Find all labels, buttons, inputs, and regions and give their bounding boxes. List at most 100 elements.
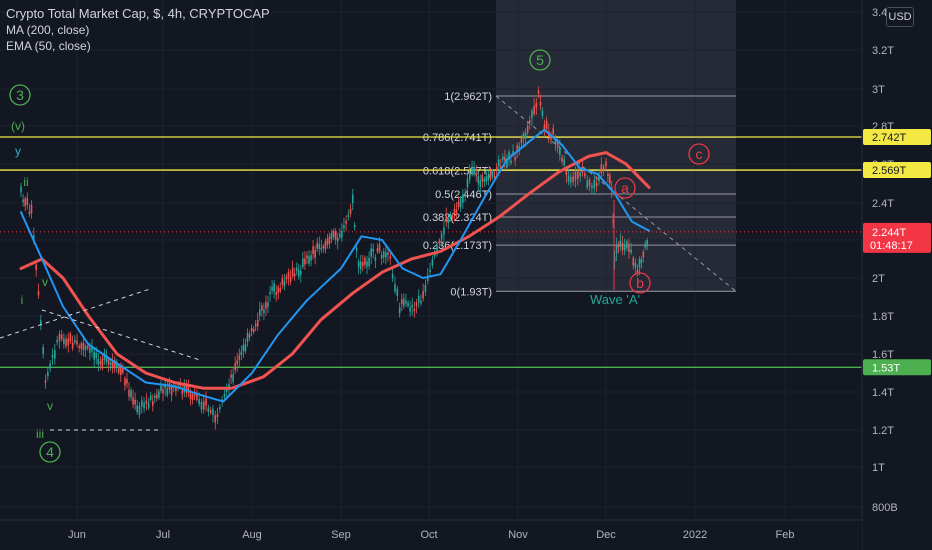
candle-body bbox=[250, 327, 253, 332]
candle-body bbox=[584, 173, 586, 177]
time-axis-panel[interactable] bbox=[0, 520, 862, 550]
candle-body bbox=[417, 295, 420, 303]
candle-body bbox=[493, 176, 496, 179]
candle-body bbox=[617, 243, 620, 248]
trendline-upper[interactable] bbox=[0, 288, 151, 339]
candle-body bbox=[26, 197, 29, 205]
candle-body bbox=[591, 185, 593, 189]
candle-body bbox=[374, 257, 377, 261]
wave-circle bbox=[629, 272, 651, 294]
candle-body bbox=[40, 320, 42, 326]
candle-body bbox=[109, 362, 112, 365]
candle-body bbox=[111, 360, 114, 368]
wave-circle bbox=[688, 143, 710, 165]
candle-body bbox=[164, 384, 166, 389]
candle-body bbox=[20, 186, 22, 193]
candle-body bbox=[543, 124, 546, 131]
candle-body bbox=[353, 224, 356, 228]
candle-body bbox=[487, 173, 490, 181]
price-axis-panel[interactable] bbox=[862, 0, 932, 550]
candle-body bbox=[593, 179, 596, 189]
candle-body bbox=[304, 258, 306, 265]
candle-body bbox=[216, 414, 219, 418]
fib-level-label: 0.786(2.741T) bbox=[423, 132, 492, 144]
horizontal-levels[interactable] bbox=[0, 136, 862, 368]
candle-body bbox=[30, 204, 33, 214]
ema50-legend[interactable]: EMA (50, close) bbox=[6, 39, 91, 53]
candle-body bbox=[244, 344, 247, 352]
candle-body bbox=[120, 367, 122, 375]
candle-body bbox=[621, 242, 624, 251]
candle-body bbox=[385, 252, 387, 258]
candle-body bbox=[455, 209, 458, 213]
candle-body bbox=[328, 236, 331, 244]
x-tick-label: Dec bbox=[596, 529, 616, 541]
candle-body bbox=[512, 150, 514, 155]
wave-label: v bbox=[47, 399, 53, 413]
candle-body bbox=[623, 244, 626, 251]
level-price-tag-bg[interactable] bbox=[863, 129, 931, 146]
candle-body bbox=[382, 251, 385, 258]
candle-body bbox=[516, 145, 519, 151]
candle-body bbox=[147, 402, 150, 408]
ma200-legend[interactable]: MA (200, close) bbox=[6, 23, 90, 37]
symbol-title[interactable]: Crypto Total Market Cap, $, 4h, CRYPTOCA… bbox=[6, 6, 270, 21]
candle-body bbox=[646, 240, 648, 247]
candle-body bbox=[263, 309, 265, 313]
candle-body bbox=[619, 240, 622, 247]
wave-circle bbox=[614, 177, 636, 199]
candle-body bbox=[308, 256, 310, 264]
candle-body bbox=[459, 198, 462, 208]
candle-body bbox=[642, 251, 645, 258]
wave-label: (v) bbox=[11, 119, 25, 133]
y-tick-label: 1.2T bbox=[872, 425, 894, 437]
candle-body bbox=[246, 333, 249, 343]
candle-body bbox=[510, 160, 512, 164]
candle-body bbox=[497, 159, 500, 167]
moving-averages bbox=[19, 128, 651, 403]
candle-body bbox=[447, 218, 450, 224]
wave-label-circled: 5 bbox=[536, 52, 544, 68]
candle-body bbox=[579, 172, 581, 177]
candle-body bbox=[187, 384, 190, 393]
candle-body bbox=[453, 208, 456, 217]
candle-body bbox=[324, 240, 327, 250]
candle-body bbox=[429, 269, 431, 272]
candle-body bbox=[22, 199, 24, 203]
current-price-tag-bg[interactable] bbox=[863, 222, 931, 253]
wave-label-circled: a bbox=[621, 180, 629, 196]
candle-body bbox=[405, 300, 407, 304]
candle-body bbox=[372, 248, 375, 252]
candle-body bbox=[330, 233, 333, 239]
candle-body bbox=[407, 302, 409, 306]
trend-drawings[interactable] bbox=[0, 200, 615, 431]
candle-body bbox=[491, 171, 494, 177]
candle-body bbox=[240, 351, 243, 355]
candle-body bbox=[355, 247, 358, 251]
candle-body bbox=[626, 241, 628, 249]
candle-body bbox=[438, 240, 441, 244]
candle-body bbox=[420, 300, 422, 304]
candle-body bbox=[101, 358, 104, 366]
candle-body bbox=[113, 360, 116, 369]
candle-body bbox=[126, 378, 128, 384]
candle-body bbox=[267, 302, 269, 307]
candle-body bbox=[295, 267, 298, 271]
wave-label: ii bbox=[23, 175, 28, 189]
date-range-highlight[interactable] bbox=[496, 0, 736, 292]
level-price-tag-bg[interactable] bbox=[863, 162, 931, 179]
fibonacci-retracement[interactable]: 1(2.962T)0.786(2.741T)0.618(2.567T)0.5(2… bbox=[423, 91, 737, 298]
currency-button[interactable]: USD bbox=[886, 7, 914, 27]
trendline-lower[interactable] bbox=[41, 309, 201, 361]
chart-legend: Crypto Total Market Cap, $, 4h, CRYPTOCA… bbox=[6, 6, 270, 54]
candle-body bbox=[499, 166, 502, 170]
candle-body bbox=[351, 194, 354, 204]
y-tick-label: 2T bbox=[872, 273, 885, 285]
candle-body bbox=[612, 220, 614, 223]
candle-body bbox=[481, 175, 484, 182]
level-price-tag-bg[interactable] bbox=[863, 359, 931, 376]
y-tick-label: 1.4T bbox=[872, 387, 894, 399]
candle-body bbox=[248, 334, 251, 338]
